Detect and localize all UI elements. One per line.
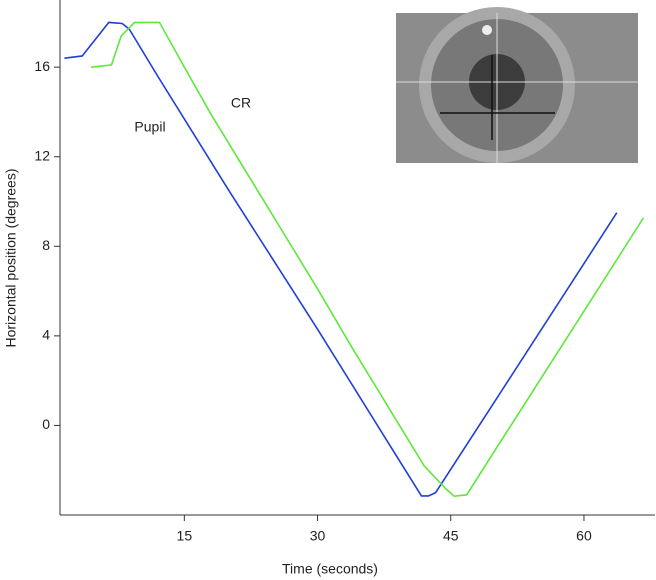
series-label: CR	[231, 95, 251, 111]
x-tick-label: 45	[443, 528, 459, 544]
y-tick-label: 0	[42, 416, 50, 432]
y-tick-label: 4	[42, 327, 50, 343]
inset-image	[396, 7, 638, 163]
x-axis-title: Time (seconds)	[282, 561, 378, 577]
x-tick-label: 30	[310, 528, 326, 544]
x-tick-label: 60	[576, 528, 592, 544]
y-tick-label: 12	[34, 147, 50, 163]
series-line	[64, 21, 618, 497]
series-label: Pupil	[134, 119, 165, 135]
y-tick-label: 8	[42, 237, 50, 253]
series-line	[90, 21, 645, 498]
x-tick-label: 15	[177, 528, 193, 544]
y-tick-label: 16	[34, 58, 50, 74]
y-axis-title: Horizontal position (degrees)	[3, 169, 19, 348]
